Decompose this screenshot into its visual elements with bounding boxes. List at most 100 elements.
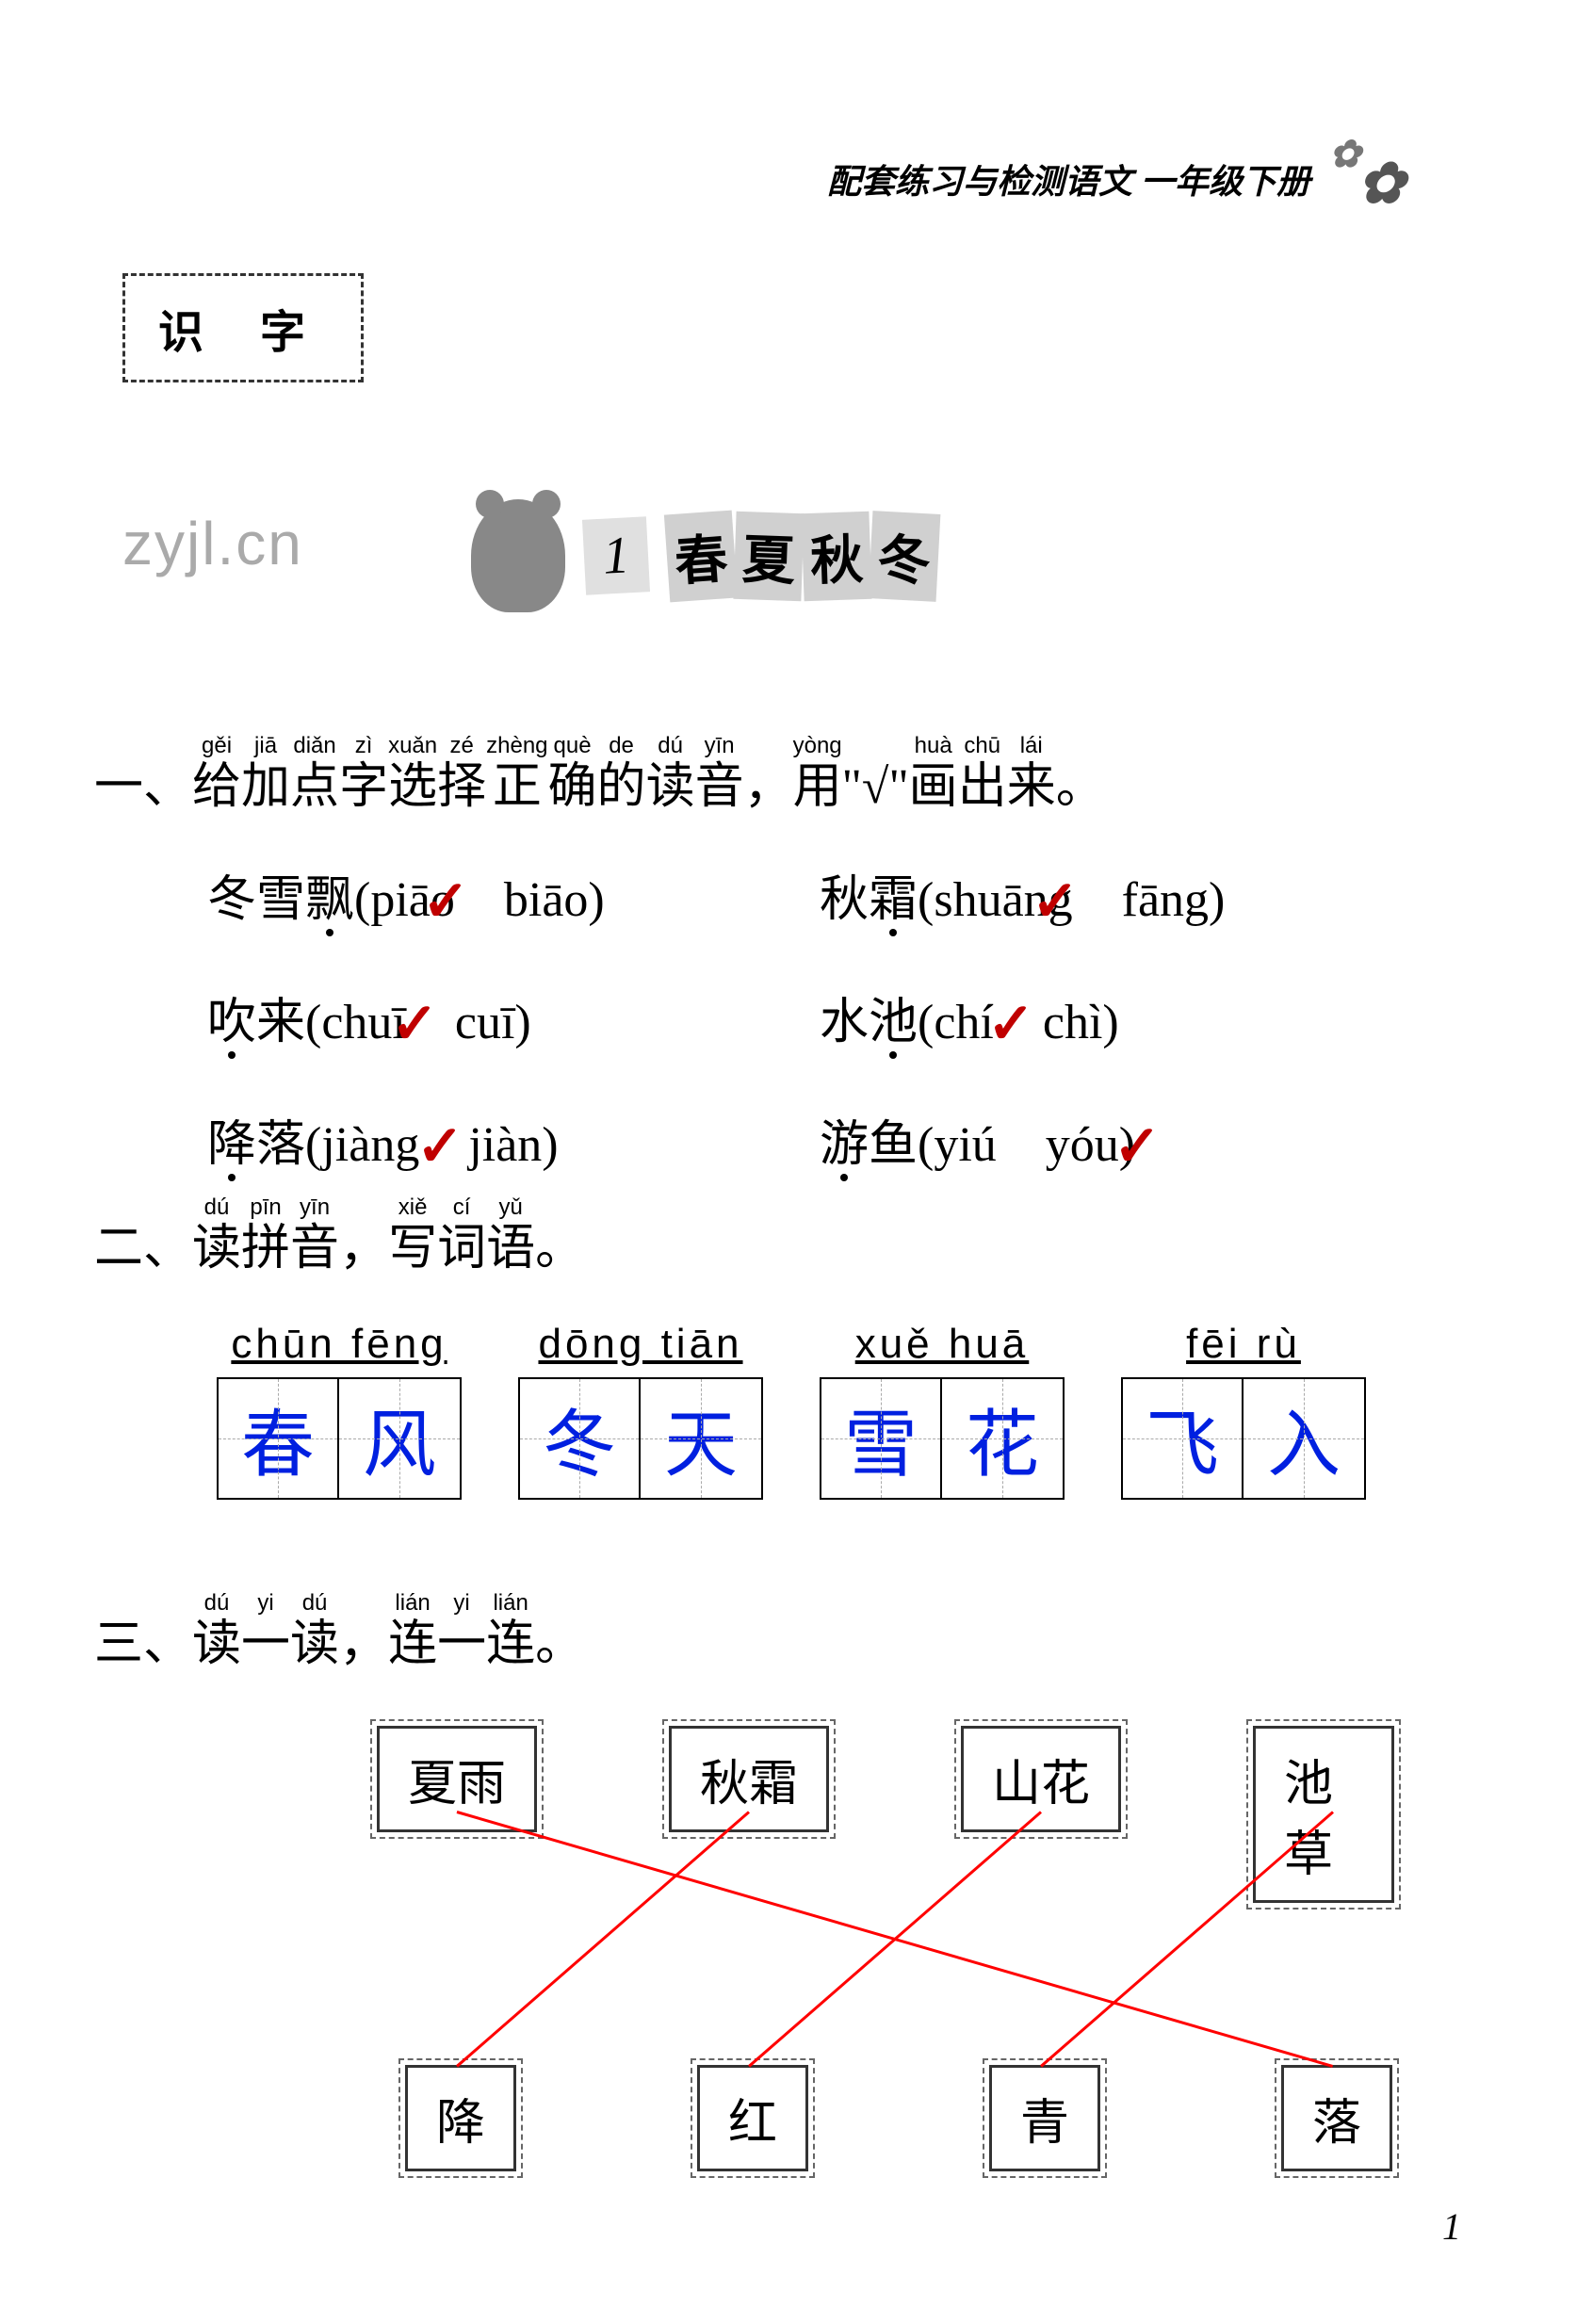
- match-top-box: 山花: [961, 1726, 1121, 1832]
- pinyin-choice-item: 吹来(chuī cuī)✓: [207, 982, 820, 1052]
- ruby-char: 。: [1056, 735, 1105, 812]
- ruby-char: de的: [597, 735, 646, 812]
- match-bottom-box: 降: [405, 2065, 516, 2171]
- char-boxes: 雪花: [820, 1377, 1065, 1500]
- ruby-char: huà画: [909, 735, 958, 812]
- page-header: 配套练习与检测语文 一年级下册: [827, 132, 1442, 226]
- word-pair: chūn fēng 春风: [217, 1321, 462, 1500]
- match-top-box: 夏雨: [377, 1726, 537, 1832]
- ruby-char: lián连: [388, 1592, 437, 1669]
- prompt-number: 一、: [94, 735, 192, 812]
- match-bottom-box: 青: [989, 2065, 1100, 2171]
- char-box: 冬: [518, 1377, 641, 1500]
- exercise-3-prompt: 三、dú读yi一dú读 ，lián连yi一lián连 。: [94, 1592, 1394, 1669]
- ruby-char: yīn音: [290, 1196, 339, 1274]
- exercise-2-grid: chūn fēng 春风 dōng tiān 冬天 xuě huā 雪花 fēi rù 飞入: [217, 1321, 1366, 1500]
- ruby-char: chū出: [958, 735, 1007, 812]
- match-top-box: 池草: [1253, 1726, 1394, 1903]
- exercise-3: 三、dú读yi一dú读 ，lián连yi一lián连 。 夏雨秋霜山花池草降红青…: [94, 1592, 1394, 2197]
- ruby-char: cí词: [437, 1196, 486, 1274]
- match-line: [1040, 1811, 1334, 2067]
- bear-icon: [471, 499, 565, 612]
- ruby-char: lái来: [1007, 735, 1056, 812]
- ruby-char: ，: [339, 1592, 388, 1669]
- ruby-char: ，: [744, 735, 793, 812]
- exercise-2-prompt: 二、dú读pīn拼yīn音 ，xiě写cí词yǔ语 。: [94, 1196, 1366, 1274]
- ruby-char: yi一: [437, 1592, 486, 1669]
- word-pair: fēi rù 飞入: [1121, 1321, 1366, 1500]
- ruby-char: jiā加: [241, 735, 290, 812]
- ruby-char: 。: [535, 1592, 584, 1669]
- word-pair: dōng tiān 冬天: [518, 1321, 763, 1500]
- char-box: 春: [217, 1377, 339, 1500]
- checkmark-icon: ✓: [987, 991, 1034, 1057]
- pinyin-choice-item: 秋霜(shuāng fāng)✓: [820, 859, 1432, 930]
- exercise-2: 二、dú读pīn拼yīn音 ，xiě写cí词yǔ语 。 chūn fēng春风d…: [94, 1196, 1366, 1500]
- match-bottom-box: 落: [1281, 2065, 1392, 2171]
- ruby-char: gěi给: [192, 735, 241, 812]
- char-box: 天: [641, 1377, 763, 1500]
- match-bottom-box: 红: [697, 2065, 808, 2171]
- ruby-char: dú读: [192, 1196, 241, 1274]
- char-box: 入: [1244, 1377, 1366, 1500]
- watermark-text: zyjl.cn: [122, 509, 303, 578]
- ruby-char: diǎn点: [290, 735, 339, 812]
- char-boxes: 飞入: [1121, 1377, 1366, 1500]
- lesson-number: 1: [582, 516, 650, 594]
- checkmark-icon: ✓: [416, 1113, 463, 1179]
- match-line: [456, 1811, 750, 2067]
- pinyin-label: fēi rù: [1186, 1321, 1301, 1368]
- pinyin-label: chūn fēng: [231, 1321, 447, 1368]
- exercise-1-items: 冬雪飘(piāo biāo)✓秋霜(shuāng fāng)✓吹来(chuī c…: [207, 859, 1432, 1175]
- char-boxes: 冬天: [518, 1377, 763, 1500]
- ruby-char: zhèng正: [486, 735, 547, 812]
- ruby-char: ": [842, 735, 862, 812]
- ruby-char: √: [862, 735, 889, 812]
- ruby-char: ，: [339, 1196, 388, 1274]
- pinyin-choice-item: 降落(jiàng jiàn)✓: [207, 1104, 820, 1175]
- checkmark-icon: ✓: [1032, 869, 1079, 934]
- ruby-char: zé择: [437, 735, 486, 812]
- char-box: 风: [339, 1377, 462, 1500]
- ruby-char: xiě写: [388, 1196, 437, 1274]
- ruby-char: zì字: [339, 735, 388, 812]
- char-box: 飞: [1121, 1377, 1244, 1500]
- match-line: [748, 1811, 1042, 2067]
- ruby-char: yòng用: [793, 735, 842, 812]
- word-pair: xuě huā 雪花: [820, 1321, 1065, 1500]
- series-title: 配套练习与检测语文 一年级下册: [827, 154, 1310, 203]
- lesson-name: 春 夏 秋 冬: [667, 512, 938, 600]
- checkmark-icon: ✓: [1113, 1113, 1161, 1179]
- checkmark-icon: ✓: [422, 869, 469, 934]
- pinyin-label: dōng tiān: [538, 1321, 742, 1368]
- exercise-1-prompt: 一、gěi给jiā加diǎn点zì字xuǎn选zé择zhèng正què确de的d…: [94, 735, 1432, 812]
- checkmark-icon: ✓: [391, 991, 438, 1057]
- ruby-char: pīn拼: [241, 1196, 290, 1274]
- pinyin-choice-item: 水池(chí chì)✓: [820, 982, 1432, 1052]
- ruby-char: dú读: [290, 1592, 339, 1669]
- exercise-3-area: 夏雨 秋霜 山花 池草降 红 青 落: [264, 1726, 1394, 2197]
- flower-icon: [1329, 132, 1442, 226]
- ruby-char: ": [888, 735, 908, 812]
- pinyin-choice-item: 冬雪飘(piāo biāo)✓: [207, 859, 820, 930]
- ruby-char: lián连: [486, 1592, 535, 1669]
- lesson-title: 1 春 夏 秋 冬: [471, 499, 938, 612]
- ruby-char: yīn音: [695, 735, 744, 812]
- prompt-number: 三、: [94, 1592, 192, 1669]
- prompt-number: 二、: [94, 1196, 192, 1274]
- ruby-char: xuǎn选: [388, 735, 437, 812]
- page-number: 1: [1442, 2204, 1461, 2249]
- char-box: 雪: [820, 1377, 942, 1500]
- ruby-char: 。: [535, 1196, 584, 1274]
- ruby-char: yǔ语: [486, 1196, 535, 1274]
- ruby-char: dú读: [192, 1592, 241, 1669]
- pinyin-label: xuě huā: [855, 1321, 1030, 1368]
- pinyin-choice-item: 游鱼(yiú yóu)✓: [820, 1104, 1432, 1175]
- exercise-1: 一、gěi给jiā加diǎn点zì字xuǎn选zé择zhèng正què确de的d…: [94, 735, 1432, 1175]
- match-top-box: 秋霜: [669, 1726, 829, 1832]
- char-boxes: 春风: [217, 1377, 462, 1500]
- char-box: 花: [942, 1377, 1065, 1500]
- section-badge: 识 字: [122, 273, 364, 382]
- ruby-char: dú读: [646, 735, 695, 812]
- ruby-char: què确: [548, 735, 597, 812]
